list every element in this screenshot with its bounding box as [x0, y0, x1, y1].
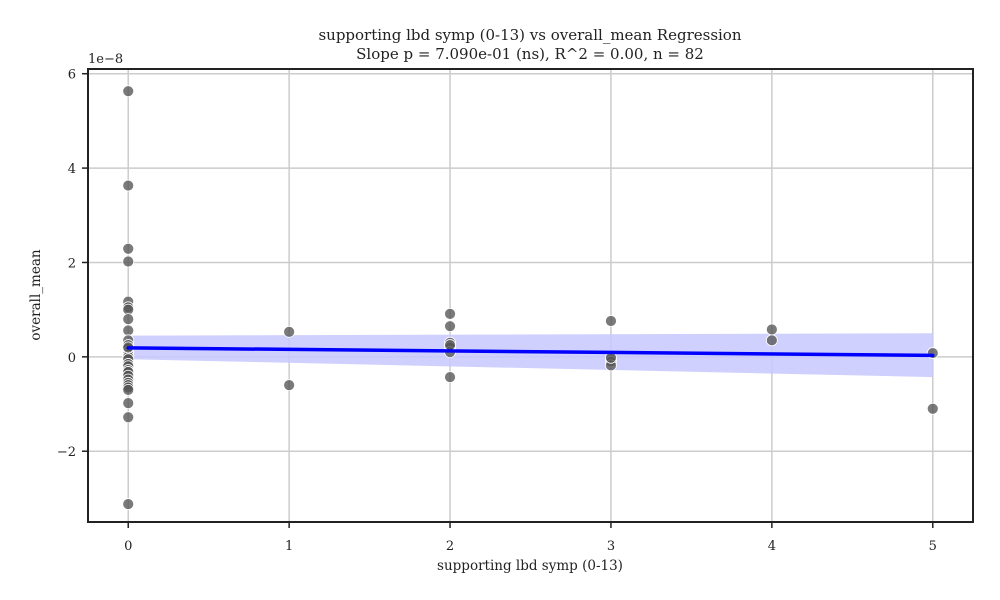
y-tick-label: 2: [68, 256, 76, 271]
confidence-band-layer: [128, 333, 933, 378]
regression-line: [126, 346, 935, 358]
x-tick-label: 4: [768, 539, 776, 554]
plot-frame: [87, 68, 974, 523]
data-point: [605, 315, 617, 327]
y-offset-label: 1e−8: [88, 52, 123, 67]
data-point: [122, 255, 135, 268]
x-tick-label: 0: [124, 539, 132, 554]
data-point: [283, 325, 296, 338]
data-point: [926, 402, 939, 415]
data-point: [122, 242, 135, 255]
x-tick-label: 2: [446, 539, 454, 554]
data-point: [444, 371, 456, 384]
x-axis-label: supporting lbd symp (0-13): [437, 558, 623, 574]
chart-subtitle: Slope p = 7.090e-01 (ns), R^2 = 0.00, n …: [356, 45, 704, 63]
chart-title: supporting lbd symp (0-13) vs overall_me…: [318, 26, 741, 44]
data-point: [444, 308, 456, 320]
regression-line-layer: [126, 346, 935, 358]
data-point: [765, 334, 778, 347]
data-point: [122, 498, 135, 510]
data-point: [444, 320, 456, 333]
y-axis-label: overall_mean: [28, 249, 44, 340]
grid-lines: [88, 69, 973, 522]
y-tick-label: 0: [68, 351, 76, 366]
data-point: [122, 179, 135, 192]
x-tick-label: 5: [929, 539, 937, 554]
y-tick-label: 4: [68, 162, 76, 177]
confidence-band: [128, 333, 933, 378]
axis-ticks: 0 1 2 3 4 5 −2 0 2 4 6: [57, 68, 937, 554]
data-point: [122, 324, 135, 337]
data-point: [122, 85, 135, 98]
data-point: [444, 339, 456, 351]
data-point: [122, 397, 135, 409]
data-point: [765, 323, 778, 336]
x-tick-label: 3: [607, 539, 615, 554]
data-point: [122, 313, 135, 325]
data-point: [122, 383, 135, 396]
scatter-points: [122, 85, 939, 510]
y-tick-label: −2: [57, 445, 76, 460]
data-point: [283, 379, 296, 392]
y-tick-label: 6: [68, 68, 76, 83]
data-point: [122, 411, 135, 424]
x-tick-label: 1: [285, 539, 293, 554]
